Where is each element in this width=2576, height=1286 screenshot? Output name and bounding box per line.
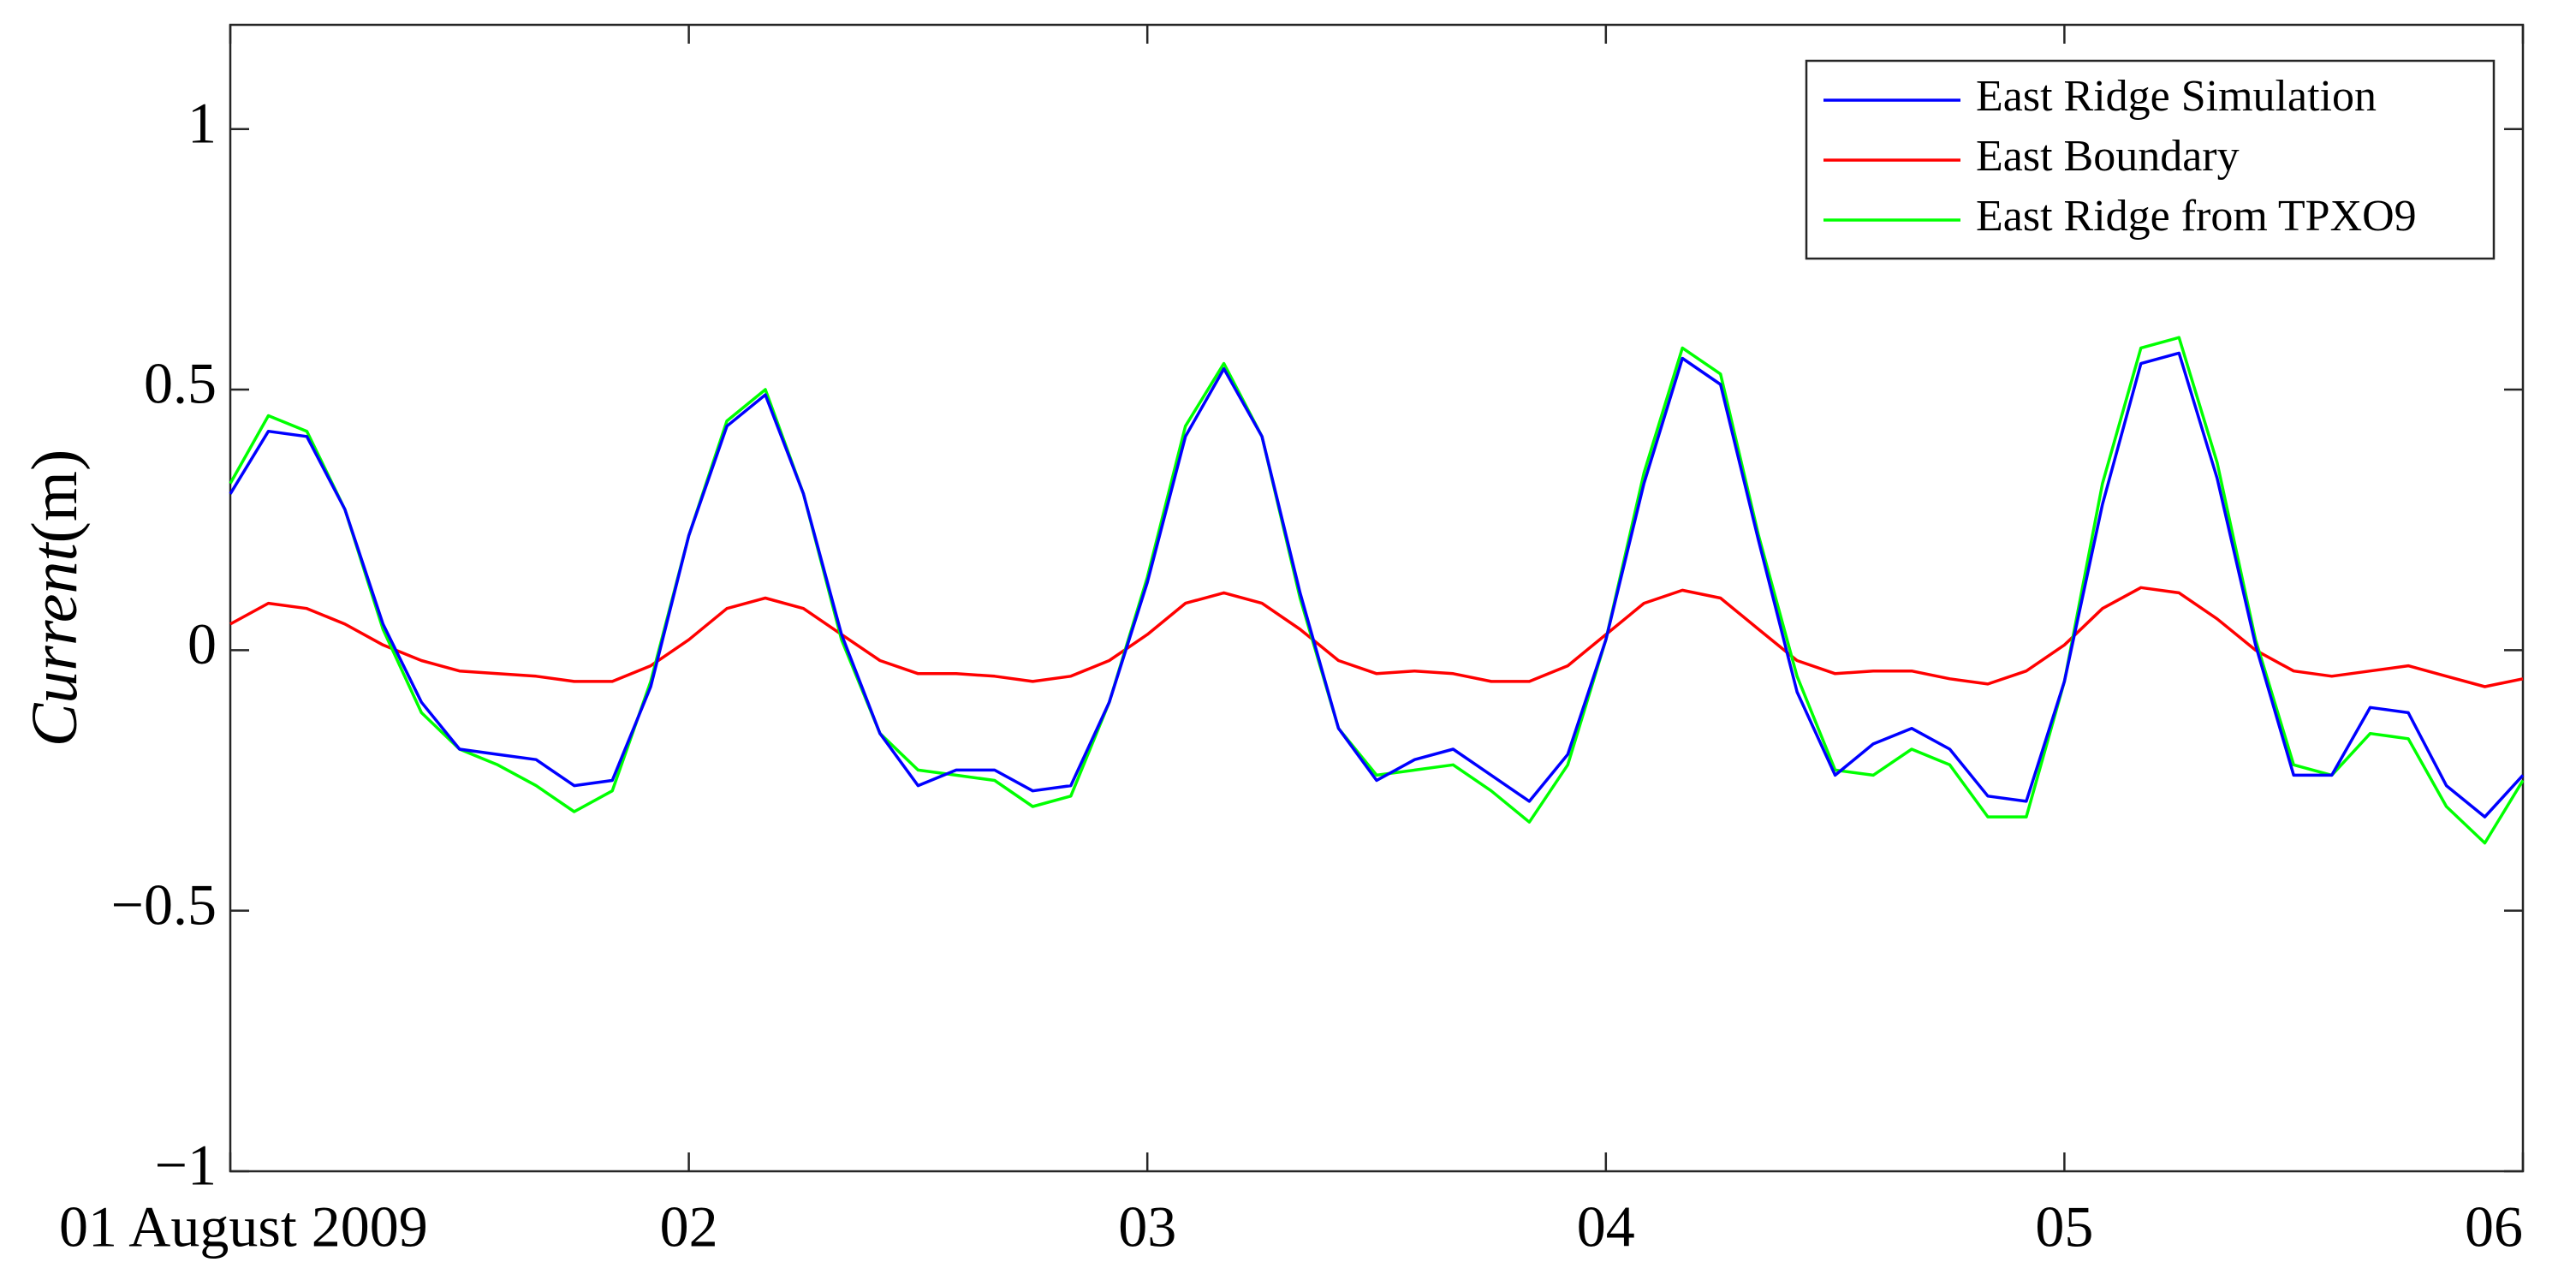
x-tick-label: 06 (2465, 1194, 2523, 1259)
series-line (229, 336, 2525, 845)
y-axis-label: Current(m) (19, 450, 91, 747)
legend-label: East Ridge from TPXO9 (1976, 192, 2417, 241)
y-tick-label: 1 (187, 90, 217, 155)
y-axis-label-unit: (m) (19, 450, 91, 544)
series-line (229, 351, 2525, 819)
legend-label: East Boundary (1976, 132, 2240, 181)
x-tick-label: 02 (660, 1194, 718, 1259)
x-tick-label: 04 (1577, 1194, 1635, 1259)
y-tick-label: −1 (155, 1133, 217, 1198)
legend-label: East Ridge Simulation (1976, 72, 2377, 121)
x-tick-label: 03 (1118, 1194, 1176, 1259)
series-line (229, 586, 2524, 688)
y-tick-label: 0.5 (144, 351, 217, 416)
y-axis-label-italic: Current (19, 542, 91, 747)
x-tick-label: 05 (2035, 1194, 2093, 1259)
y-tick-label: 0 (187, 611, 217, 676)
x-tick-label: 01 August 2009 (59, 1194, 428, 1259)
y-tick-label: −0.5 (111, 872, 217, 937)
